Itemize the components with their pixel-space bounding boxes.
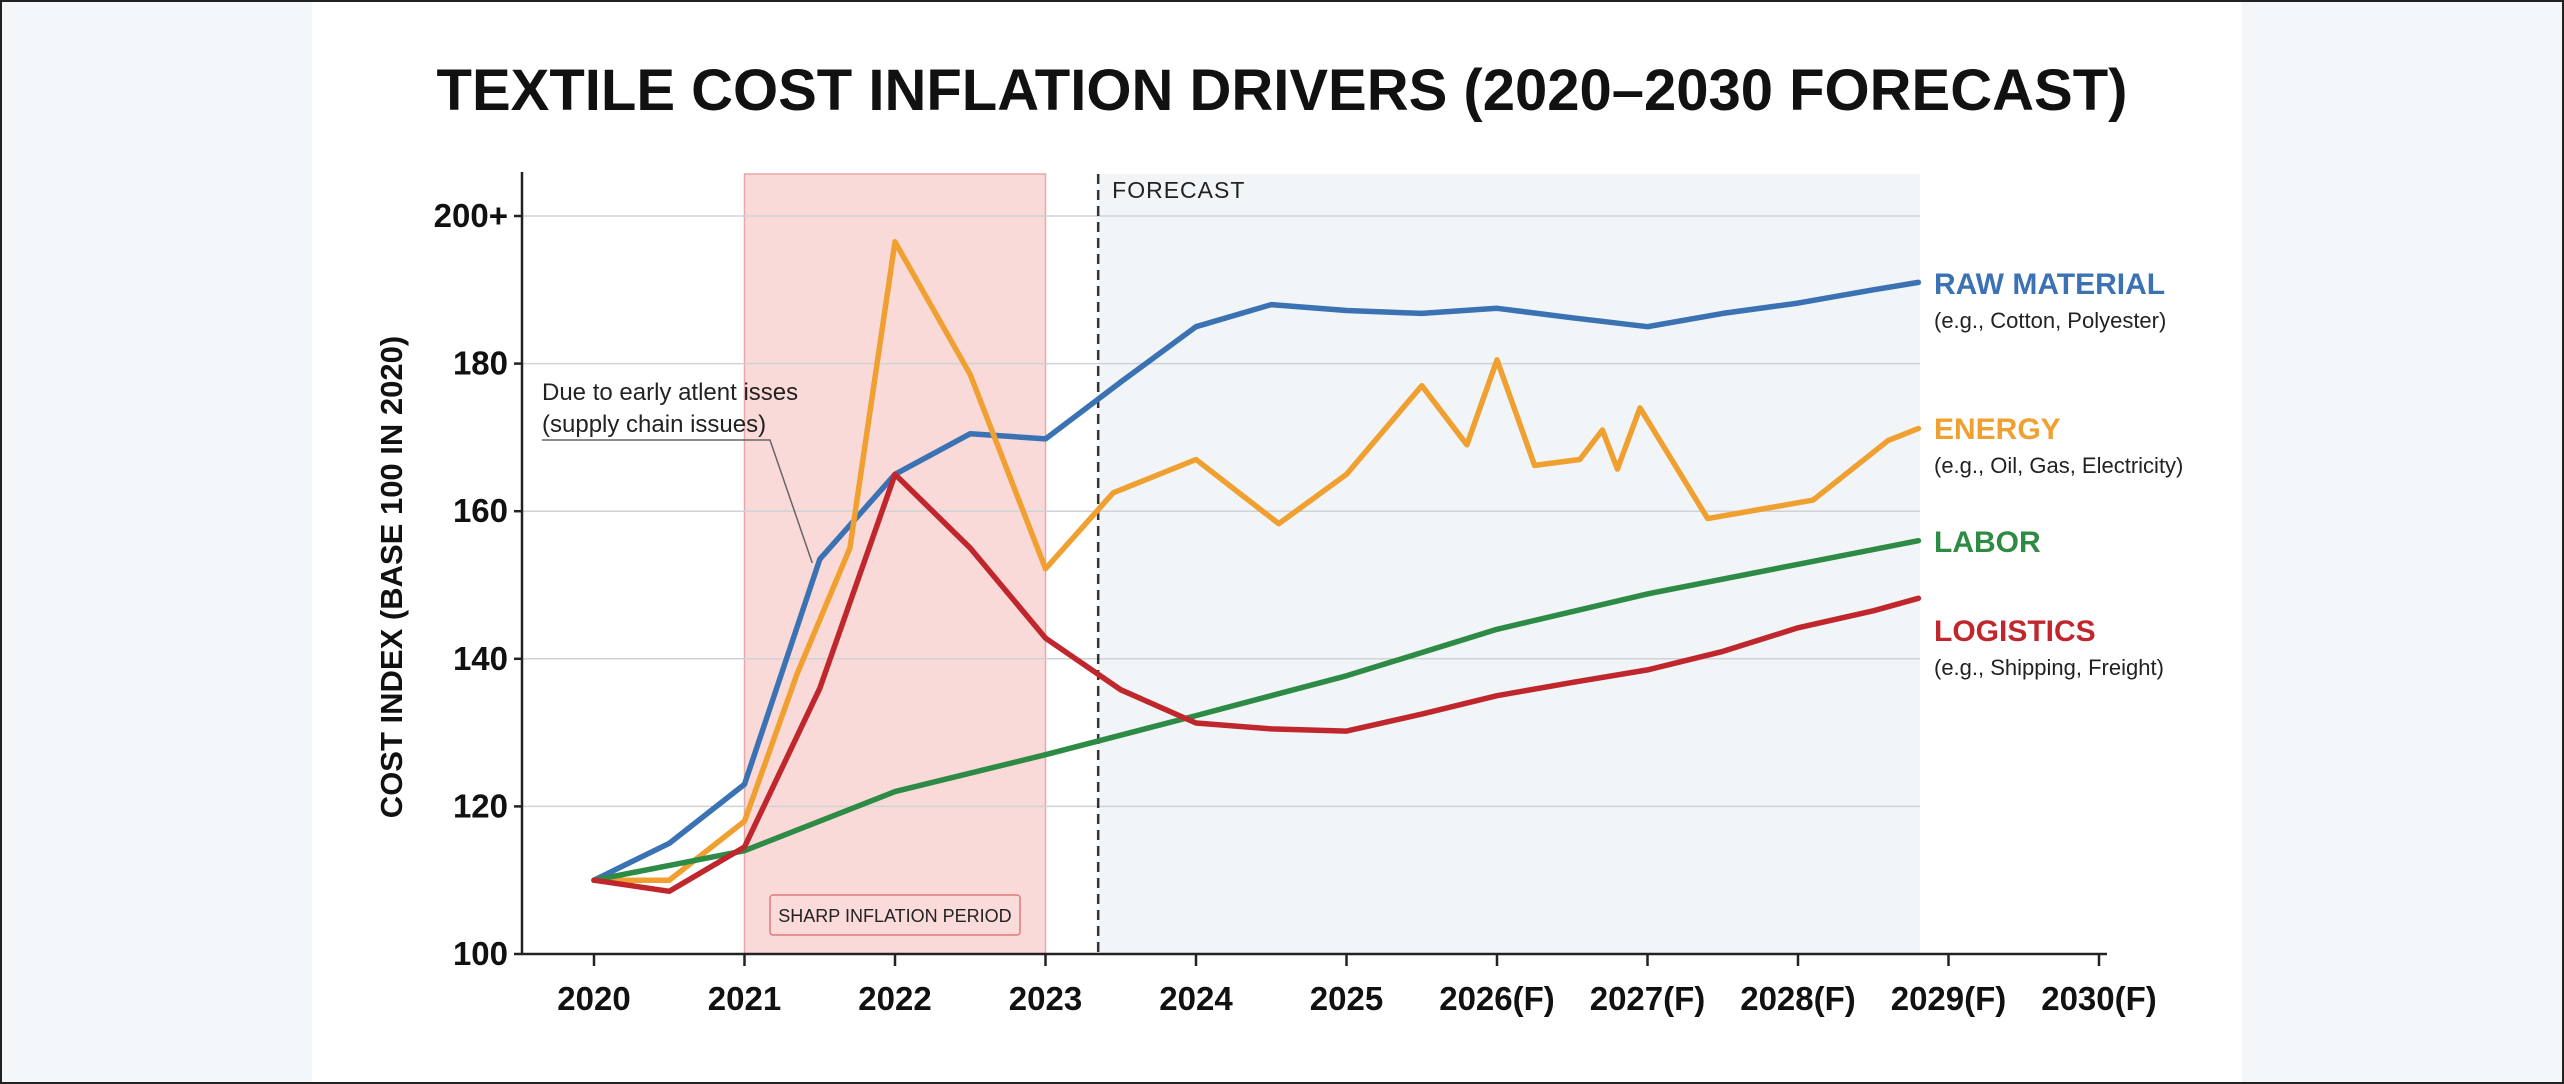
forecast-label: FORECAST bbox=[1112, 177, 1245, 203]
annotation-text-line-2: (supply chain issues) bbox=[542, 411, 766, 438]
series-line-labor bbox=[591, 537, 1922, 883]
inflation-period-label-box bbox=[769, 894, 1021, 936]
x-tick-label-2028: 2028(F) bbox=[1740, 980, 1856, 1017]
series-line-raw-material bbox=[591, 279, 1922, 883]
y-tick-label-100: 100 bbox=[453, 935, 508, 972]
x-tick-label-2024: 2024 bbox=[1159, 980, 1233, 1017]
annotation-text-line-1: Due to early atlent isses bbox=[542, 379, 798, 406]
inflation-period-label: SHARP INFLATION PERIOD bbox=[778, 906, 1011, 926]
y-tick-label-180: 180 bbox=[453, 345, 508, 382]
x-tick-label-2026: 2026(F) bbox=[1439, 980, 1555, 1017]
inflation-period-band bbox=[743, 173, 1047, 955]
x-tick-label-2027: 2027(F) bbox=[1590, 980, 1706, 1017]
y-tick-label-200: 200+ bbox=[434, 197, 508, 234]
x-tick-label-2021: 2021 bbox=[708, 980, 781, 1017]
y-tick-label-120: 120 bbox=[453, 787, 508, 824]
series-description-raw-material: (e.g., Cotton, Polyester) bbox=[1934, 308, 2166, 333]
annotation-leader-line bbox=[542, 439, 813, 564]
y-tick-label-140: 140 bbox=[453, 640, 508, 677]
x-tick-label-2020: 2020 bbox=[557, 980, 630, 1017]
series-description-logistics: (e.g., Shipping, Freight) bbox=[1934, 655, 2164, 680]
y-tick-label-160: 160 bbox=[453, 492, 508, 529]
x-tick-label-2029: 2029(F) bbox=[1891, 980, 2007, 1017]
series-label-logistics: LOGISTICS bbox=[1934, 615, 2096, 648]
series-description-energy: (e.g., Oil, Gas, Electricity) bbox=[1934, 453, 2183, 478]
y-axis-label: COST INDEX (BASE 100 IN 2020) bbox=[374, 336, 409, 818]
x-tick-label-2022: 2022 bbox=[858, 980, 931, 1017]
x-tick-label-2023: 2023 bbox=[1009, 980, 1082, 1017]
series-label-labor: LABOR bbox=[1934, 526, 2041, 559]
chart-title: TEXTILE COST INFLATION DRIVERS (2020–203… bbox=[437, 58, 2128, 123]
x-tick-label-2025: 2025 bbox=[1310, 980, 1383, 1017]
series-line-logistics bbox=[591, 471, 1922, 895]
x-tick-label-2030: 2030(F) bbox=[2041, 980, 2157, 1017]
series-label-energy: ENERGY bbox=[1934, 413, 2061, 446]
series-line-energy bbox=[591, 239, 1922, 883]
series-label-raw-material: RAW MATERIAL bbox=[1934, 268, 2165, 301]
